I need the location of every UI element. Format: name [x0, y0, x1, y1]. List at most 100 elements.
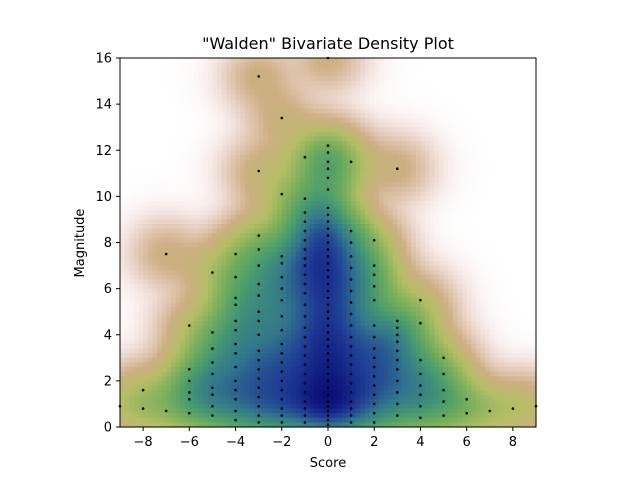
density-cell	[175, 265, 181, 271]
density-cell	[318, 265, 324, 271]
density-cell	[175, 191, 181, 197]
density-cell	[369, 173, 375, 179]
density-cell	[267, 127, 274, 133]
density-cell	[217, 182, 223, 188]
density-cell	[133, 297, 140, 304]
density-cell	[120, 168, 126, 174]
density-cell	[420, 182, 426, 188]
density-cell	[314, 177, 320, 184]
density-cell	[143, 279, 149, 285]
density-cell	[512, 214, 519, 221]
density-cell	[129, 247, 135, 253]
density-cell	[272, 117, 278, 124]
density-cell	[388, 247, 394, 253]
density-cell	[198, 136, 204, 142]
density-cell	[323, 247, 329, 253]
density-cell	[434, 284, 440, 290]
density-cell	[489, 302, 495, 308]
density-cell	[323, 205, 329, 211]
density-cell	[286, 122, 292, 128]
density-cell	[217, 214, 223, 221]
density-cell	[217, 200, 223, 207]
density-cell	[508, 76, 514, 82]
density-cell	[207, 270, 214, 276]
density-cell	[120, 251, 126, 257]
density-cell	[281, 159, 287, 165]
density-cell	[503, 62, 509, 68]
density-cell	[401, 191, 408, 197]
density-cell	[448, 113, 454, 119]
density-cell	[314, 284, 320, 290]
density-cell	[254, 200, 260, 207]
density-cell	[221, 177, 227, 184]
density-cell	[323, 58, 329, 64]
density-cell	[254, 85, 260, 91]
density-cell	[184, 108, 190, 114]
density-cell	[420, 200, 426, 207]
density-cell	[475, 284, 482, 290]
density-cell	[193, 122, 200, 128]
density-cell	[512, 297, 519, 304]
density-cell	[401, 256, 408, 262]
density-cell	[434, 200, 440, 207]
density-cell	[221, 104, 227, 110]
density-cell	[166, 233, 172, 239]
density-cell	[217, 104, 223, 110]
density-cell	[406, 196, 412, 202]
density-cell	[193, 71, 200, 78]
density-cell	[263, 76, 269, 82]
density-cell	[249, 99, 255, 105]
density-cell	[244, 122, 251, 128]
density-cell	[383, 145, 389, 151]
density-cell	[175, 228, 181, 234]
density-cell	[221, 214, 227, 221]
density-cell	[392, 224, 398, 230]
density-cell	[499, 256, 505, 262]
density-cell	[138, 205, 144, 211]
density-cell	[156, 108, 163, 114]
density-cell	[143, 94, 149, 101]
density-cell	[471, 224, 477, 230]
density-cell	[438, 219, 445, 225]
density-cell	[364, 154, 371, 161]
density-cell	[443, 274, 449, 280]
density-cell	[249, 67, 255, 73]
density-cell	[323, 265, 329, 271]
density-cell	[443, 90, 449, 96]
density-cell	[230, 117, 237, 124]
density-cell	[355, 265, 361, 271]
density-cell	[314, 150, 320, 156]
density-cell	[485, 127, 491, 133]
density-cell	[328, 200, 334, 207]
density-cell	[314, 311, 320, 317]
density-cell	[133, 302, 140, 308]
density-cell	[448, 251, 454, 257]
density-cell	[254, 224, 260, 230]
density-cell	[485, 76, 491, 82]
density-cell	[438, 127, 445, 133]
density-cell	[267, 205, 274, 211]
density-cell	[295, 210, 301, 216]
density-cell	[258, 260, 264, 267]
density-cell	[133, 251, 140, 257]
density-cell	[531, 85, 537, 91]
density-cell	[411, 136, 417, 142]
density-cell	[531, 196, 537, 202]
density-cell	[170, 274, 177, 280]
density-cell	[207, 104, 214, 110]
density-cell	[212, 81, 218, 87]
density-cell	[221, 141, 227, 147]
density-cell	[443, 237, 449, 244]
density-cell	[397, 113, 403, 119]
density-cell	[480, 251, 486, 257]
density-cell	[508, 224, 514, 230]
density-cell	[494, 85, 500, 91]
density-cell	[129, 164, 135, 170]
density-cell	[448, 131, 454, 138]
density-cell	[300, 104, 306, 110]
density-cell	[300, 187, 306, 193]
density-cell	[152, 293, 158, 299]
density-cell	[161, 131, 167, 138]
density-cell	[355, 131, 361, 138]
density-cell	[443, 260, 449, 267]
